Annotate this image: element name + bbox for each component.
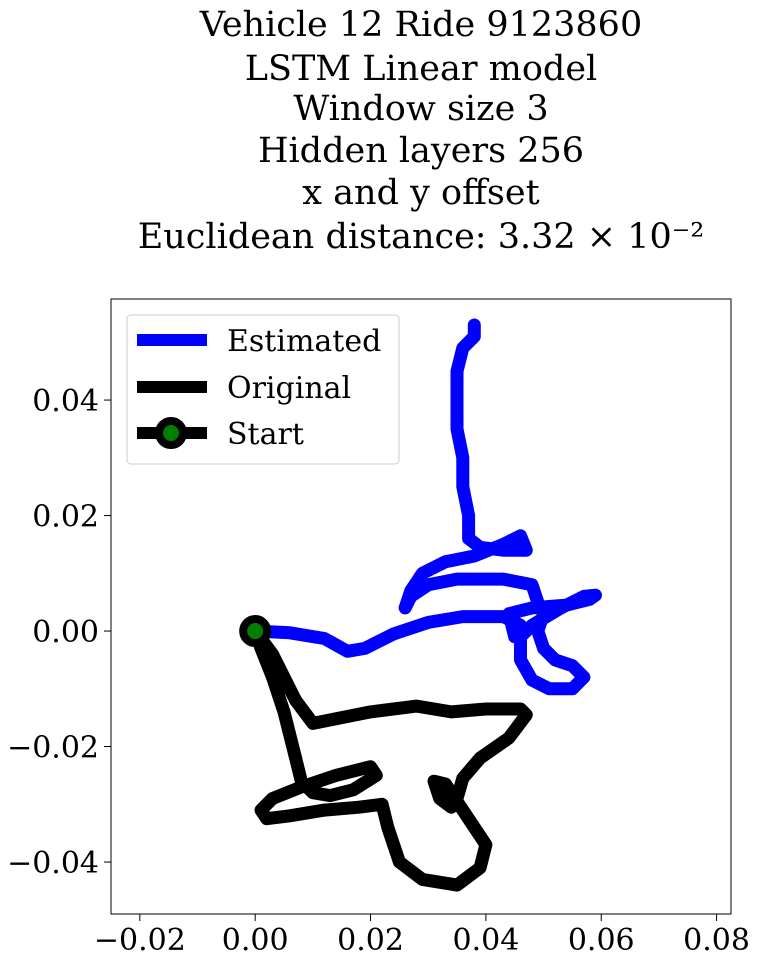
x-axis-ticks: −0.02 0.00 0.02 0.04 0.06 0.08 [94,914,750,958]
y-tick-label: 0.02 [32,500,99,535]
title-line-4: Hidden layers 256 [258,131,584,171]
x-tick-label: 0.02 [337,923,404,958]
y-tick-label: −0.02 [7,731,99,766]
x-tick-label: 0.08 [683,923,750,958]
legend: Estimated Original Start [126,314,400,465]
series-line-estimated [248,318,602,696]
legend-label-start: Start [227,417,304,452]
x-tick-label: 0.04 [452,923,519,958]
title-line-2: LSTM Linear model [245,49,598,89]
legend-label-original: Original [227,371,351,406]
start-marker [239,615,272,648]
y-tick-label: 0.04 [32,384,99,419]
x-tick-label: 0.06 [568,923,635,958]
title-line-5: x and y offset [302,173,539,213]
y-tick-label: −0.04 [7,846,99,881]
x-tick-label: −0.02 [94,923,186,958]
y-tick-label: 0.00 [32,615,99,650]
legend-swatch-start-marker [155,417,187,449]
title-line-1: Vehicle 12 Ride 9123860 [199,5,642,45]
title-line-3: Window size 3 [293,89,548,129]
plot-series-layer [239,318,602,892]
title-line-6: Euclidean distance: 3.32 × 10⁻² [138,217,705,257]
series-line-original [248,624,533,892]
y-axis-ticks: −0.04 −0.02 0.00 0.02 0.04 [7,384,111,881]
chart-title: Vehicle 12 Ride 9123860 LSTM Linear mode… [138,5,705,257]
axes-frame [110,298,732,915]
legend-box [126,314,400,465]
legend-label-estimated: Estimated [227,324,381,359]
x-tick-label: 0.00 [222,923,289,958]
